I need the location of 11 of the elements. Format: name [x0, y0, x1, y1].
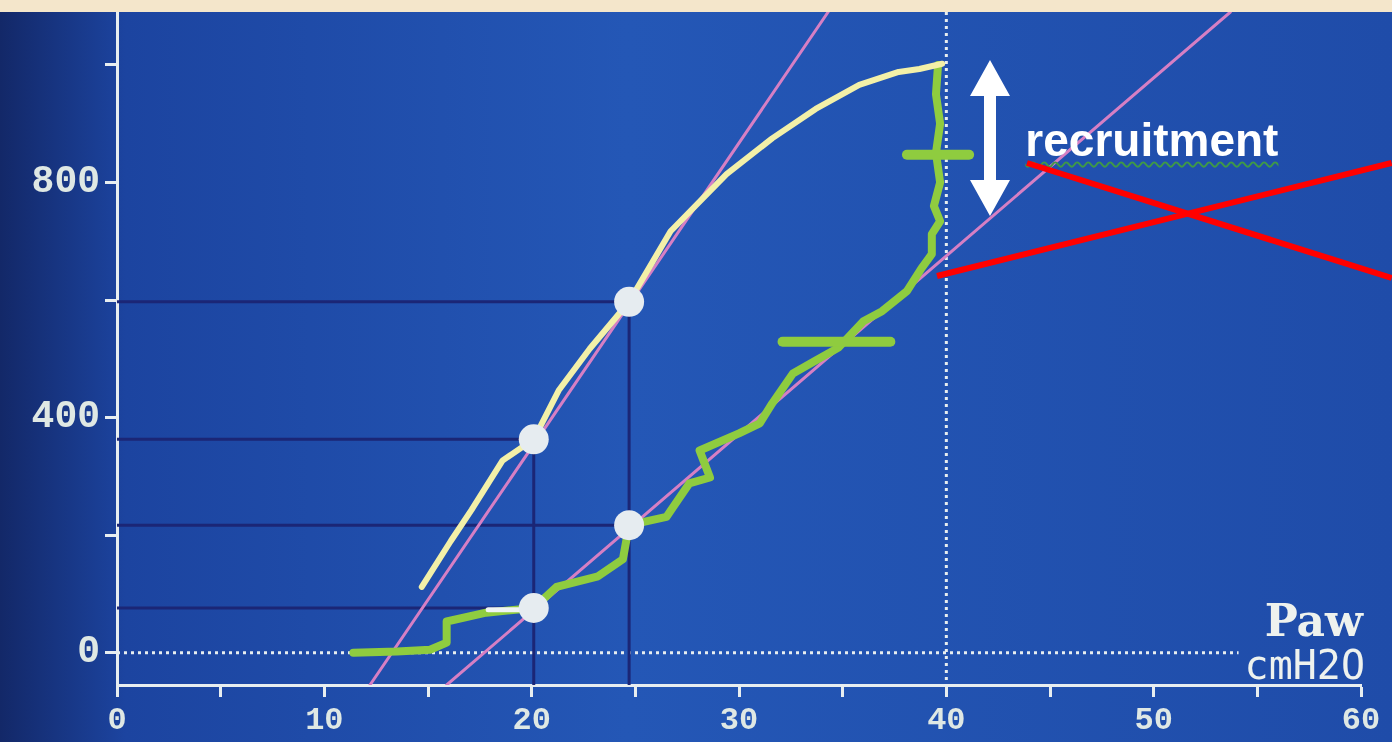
x-tick-label: 30: [719, 702, 759, 740]
x-tick-label: 40: [927, 702, 966, 740]
x-tick-label: 50: [1134, 702, 1173, 740]
x-tick-label: 60: [1341, 702, 1381, 740]
y-tick-label: 400: [31, 395, 100, 439]
y-tick-label: 800: [31, 160, 100, 204]
x-tick-label: 20: [512, 702, 551, 740]
y-tick-label: 0: [77, 630, 100, 674]
x-tick-label: 10: [305, 702, 344, 740]
x-tick-label: 0: [107, 702, 127, 740]
x-axis-title: Paw cmH2O: [1244, 595, 1365, 688]
